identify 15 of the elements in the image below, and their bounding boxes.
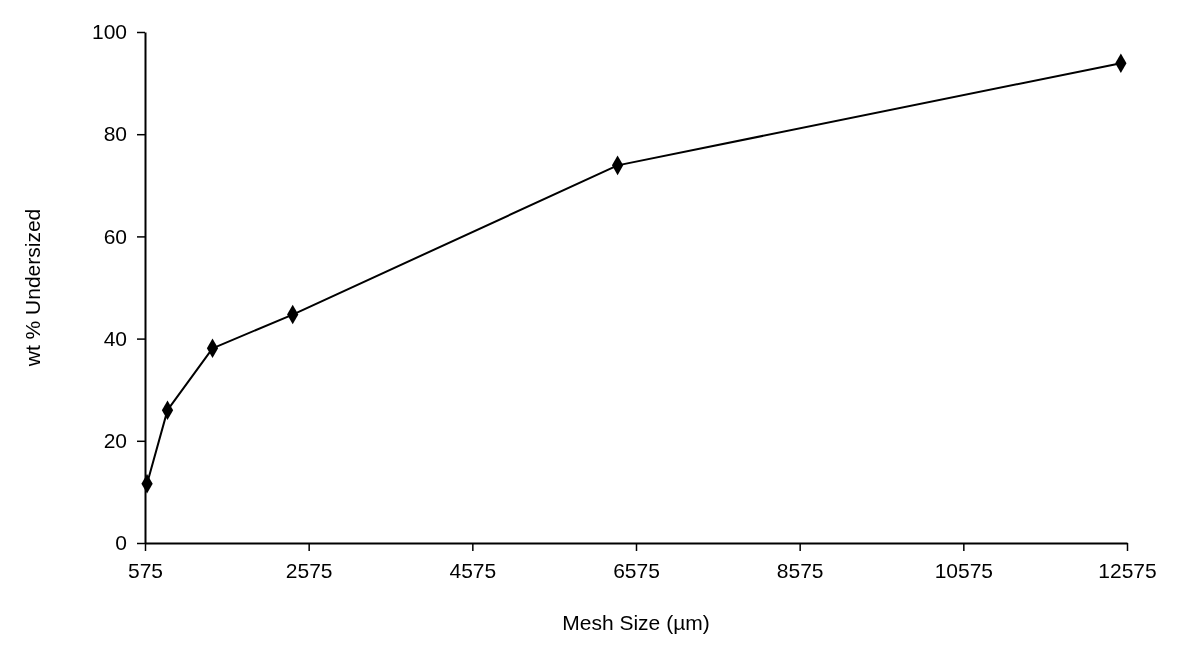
x-tick-label: 8575 [776, 558, 824, 582]
y-tick-label: 100 [91, 20, 127, 44]
x-axis-title: Mesh Size (µm) [562, 611, 710, 634]
y-tick-label: 40 [103, 326, 127, 350]
x-tick-label: 4575 [449, 558, 497, 582]
x-tick-label: 10575 [934, 558, 994, 582]
y-tick-label: 0 [115, 531, 127, 555]
y-tick-label: 60 [103, 224, 127, 248]
x-tick-label: 6575 [613, 558, 660, 582]
x-tick-label: 575 [127, 558, 164, 582]
x-tick-label: 2575 [285, 558, 333, 582]
y-tick-label: 20 [103, 429, 127, 453]
x-tick-label: 12575 [1098, 558, 1157, 582]
y-tick-label: 80 [103, 122, 127, 146]
y-axis-title: wt % Undersized [21, 208, 44, 368]
